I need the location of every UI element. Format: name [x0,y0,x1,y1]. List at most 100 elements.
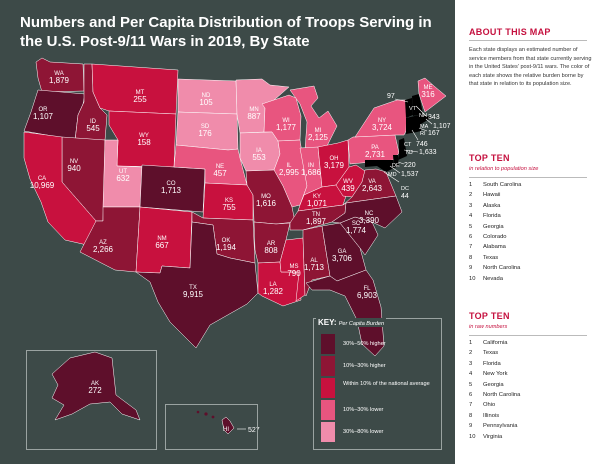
about-title: ABOUT THIS MAP [469,27,551,37]
legend-subtitle: Per Capita Burden [338,321,385,327]
callout-value-CT: 746 [416,141,428,148]
state-abbr-VA: VA [368,179,376,185]
callout-value-DE: 220 [404,162,416,169]
state-FL[interactable] [305,269,385,357]
rank-number: 6 [469,391,473,398]
divider [469,40,587,41]
state-value-NE: 457 [213,169,227,178]
state-abbr-TX: TX [189,285,197,291]
state-abbr-CA: CA [38,176,46,182]
state-name: Ohio [483,402,496,409]
callout-value-MA: 1,107 [433,123,451,130]
rank-number: 2 [469,192,473,199]
state-CT[interactable] [406,124,417,134]
rank-number: 5 [469,223,473,230]
divider [469,335,587,336]
state-HI[interactable] [221,416,235,435]
state-WA[interactable] [35,57,85,93]
state-VT[interactable] [405,98,413,118]
state-abbr-MT: MT [136,90,145,96]
per-capita-list: 1 South Carolina 2 Hawaii 3 Alaska 4 Florida 5 Ge… [469,182,521,286]
state-value-GA: 3,706 [332,254,353,263]
state-abbr-WV: WV [343,179,353,185]
state-abbr-ID: ID [90,119,97,125]
state-KS[interactable] [202,182,254,221]
list-item: 5 Georgia [469,224,521,234]
callout-abbr-VT: VT [409,106,417,112]
state-value-MN: 887 [247,112,261,121]
state-value-WA: 1,879 [49,76,70,85]
state-abbr-OR: OR [39,107,49,113]
state-name: Georgia [483,381,504,388]
callout-value-RI: 167 [428,130,440,137]
state-AK[interactable] [51,351,141,421]
list-item: 6 North Carolina [469,392,520,402]
state-name: Georgia [483,223,504,230]
callout-value-NH: 343 [428,114,440,121]
list-item: 5 Georgia [469,382,520,392]
state-name: Florida [483,360,501,367]
callout-value-NJ: 1,633 [419,149,437,156]
callout-value-MD: 1,537 [401,171,419,178]
state-name: Alabama [483,244,506,251]
sidebar: ABOUT THIS MAP Each state displays an es… [455,0,600,464]
state-abbr-WY: WY [139,133,149,139]
rank-number: 8 [469,254,473,261]
rank-number: 8 [469,412,473,419]
legend-swatch [321,400,335,420]
state-abbr-IA: IA [256,148,262,154]
state-abbr-ND: ND [202,93,211,99]
list-item: 10 Virginia [469,434,520,444]
state-abbr-FL: FL [363,286,371,292]
state-name: New York [483,371,508,378]
state-value-KY: 1,071 [307,199,328,208]
state-MT[interactable] [91,63,179,115]
top-ten-raw-subtitle: in raw numbers [469,324,508,330]
list-item: 8 Illinois [469,413,520,423]
state-abbr-PA: PA [371,145,379,151]
state-value-HI: 527 [248,427,260,434]
rank-number: 2 [469,350,473,357]
rank-number: 7 [469,402,473,409]
state-NJ[interactable] [398,138,407,160]
state-abbr-CO: CO [167,181,176,187]
state-value-ME: 316 [421,90,435,99]
state-name: Colorado [483,233,507,240]
state-abbr-SC: SC [352,221,361,227]
state-value-NY: 3,724 [372,123,393,132]
legend-swatch [321,422,335,442]
state-name: Hawaii [483,192,501,199]
callout-abbr-MA: MA [420,124,429,130]
rank-number: 1 [469,340,473,346]
state-abbr-NV: NV [70,159,78,165]
state-NC[interactable] [331,195,403,229]
rank-number: 1 [469,182,473,188]
raw-list: 1 California 2 Texas 3 Florida 4 New York 5 Georg… [469,340,520,444]
state-TX[interactable] [135,221,259,349]
state-ME[interactable] [417,77,447,113]
state-CA[interactable] [23,131,97,246]
state-abbr-MS: MS [290,264,299,270]
state-abbr-HI: HI [223,427,229,433]
state-value-OH: 3,179 [324,161,345,170]
state-abbr-WI: WI [282,118,290,124]
state-MO[interactable] [245,169,296,225]
hawaii-inset [165,404,258,450]
legend-label: 30%–50% higher [343,341,386,347]
state-MA[interactable] [406,114,431,124]
rank-number: 7 [469,244,473,251]
state-name: Virginia [483,433,503,440]
state-DE[interactable] [393,155,399,168]
callout-abbr-RI: RI [420,131,426,137]
state-abbr-NC: NC [365,211,374,217]
state-MI[interactable] [289,85,338,151]
top-ten-per-capita-title: TOP TEN [469,153,510,163]
state-name: Nevada [483,275,503,282]
rank-number: 3 [469,202,473,209]
callout-value-VT: 97 [387,93,395,100]
state-abbr-UT: UT [119,169,127,175]
state-abbr-AK: AK [91,381,99,387]
state-MD[interactable] [365,160,394,172]
list-item: 2 Texas [469,350,520,360]
state-abbr-TN: TN [312,212,320,218]
